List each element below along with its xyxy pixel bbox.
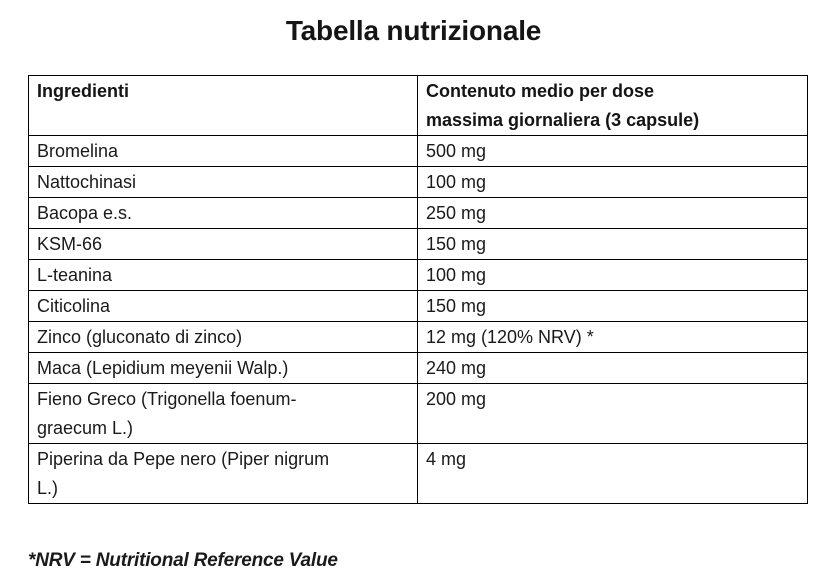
amount-cell: 12 mg (120% NRV) * xyxy=(417,321,808,353)
ingredient-label: Bacopa e.s. xyxy=(37,203,133,223)
table-row: Zinco (gluconato di zinco) 12 mg (120% N… xyxy=(28,321,808,353)
table-row: Maca (Lepidium meyenii Walp.) 240 mg xyxy=(28,352,808,384)
amount-cell: 4 mg xyxy=(417,443,808,504)
amount-label: 200 mg xyxy=(426,389,487,409)
ingredient-label: KSM-66 xyxy=(37,234,103,254)
column-header-ingredients-label: Ingredienti xyxy=(37,81,130,101)
amount-label: 250 mg xyxy=(426,203,487,223)
amount-cell: 500 mg xyxy=(417,135,808,167)
table-row: Piperina da Pepe nero (Piper nigrum L.) … xyxy=(28,443,808,504)
column-header-ingredients: Ingredienti xyxy=(28,75,418,136)
page-title: Tabella nutrizionale xyxy=(285,15,542,46)
ingredient-label: Citicolina xyxy=(37,296,111,316)
ingredient-label: Bromelina xyxy=(37,141,119,161)
amount-cell: 150 mg xyxy=(417,290,808,322)
header-row: Ingredienti Contenuto medio per dose mas… xyxy=(28,75,808,136)
ingredient-cell: Piperina da Pepe nero (Piper nigrum L.) xyxy=(28,443,418,504)
table-row: Bacopa e.s. 250 mg xyxy=(28,197,808,229)
ingredient-label: Nattochinasi xyxy=(37,172,137,192)
ingredient-label: L-teanina xyxy=(37,265,113,285)
amount-label: 12 mg (120% NRV) * xyxy=(426,327,594,347)
amount-cell: 250 mg xyxy=(417,197,808,229)
table-row: Bromelina 500 mg xyxy=(28,135,808,167)
ingredient-cell: Fieno Greco (Trigonella foenum-graecum L… xyxy=(28,383,418,444)
amount-label: 100 mg xyxy=(426,172,487,192)
ingredient-label: Zinco (gluconato di zinco) xyxy=(37,327,243,347)
nrv-footnote: *NRV = Nutritional Reference Value xyxy=(28,550,338,571)
ingredient-cell: Bromelina xyxy=(28,135,418,167)
amount-label: 100 mg xyxy=(426,265,487,285)
table-row: L-teanina 100 mg xyxy=(28,259,808,291)
ingredient-cell: Bacopa e.s. xyxy=(28,197,418,229)
table-row: KSM-66 150 mg xyxy=(28,228,808,260)
column-header-content: Contenuto medio per dose massima giornal… xyxy=(417,75,808,136)
amount-cell: 240 mg xyxy=(417,352,808,384)
amount-cell: 200 mg xyxy=(417,383,808,444)
amount-label: 4 mg xyxy=(426,449,467,469)
nutrition-table: Ingredienti Contenuto medio per dose mas… xyxy=(28,75,808,504)
ingredient-label: Maca (Lepidium meyenii Walp.) xyxy=(37,358,289,378)
table-row: Fieno Greco (Trigonella foenum-graecum L… xyxy=(28,383,808,444)
amount-cell: 100 mg xyxy=(417,166,808,198)
table-row: Nattochinasi 100 mg xyxy=(28,166,808,198)
ingredient-cell: Maca (Lepidium meyenii Walp.) xyxy=(28,352,418,384)
amount-cell: 150 mg xyxy=(417,228,808,260)
ingredient-cell: L-teanina xyxy=(28,259,418,291)
table-row: Citicolina 150 mg xyxy=(28,290,808,322)
amount-cell: 100 mg xyxy=(417,259,808,291)
table-body: Bromelina 500 mg Nattochinasi 100 mg Bac… xyxy=(28,135,808,504)
amount-label: 500 mg xyxy=(426,141,487,161)
ingredient-label: Fieno Greco (Trigonella foenum-graecum L… xyxy=(37,389,297,438)
ingredient-label: Piperina da Pepe nero (Piper nigrum L.) xyxy=(37,449,330,498)
amount-label: 150 mg xyxy=(426,296,487,316)
amount-label: 150 mg xyxy=(426,234,487,254)
column-header-content-label: Contenuto medio per dose massima giornal… xyxy=(426,81,700,130)
ingredient-cell: Nattochinasi xyxy=(28,166,418,198)
ingredient-cell: Citicolina xyxy=(28,290,418,322)
ingredient-cell: KSM-66 xyxy=(28,228,418,260)
amount-label: 240 mg xyxy=(426,358,487,378)
ingredient-cell: Zinco (gluconato di zinco) xyxy=(28,321,418,353)
